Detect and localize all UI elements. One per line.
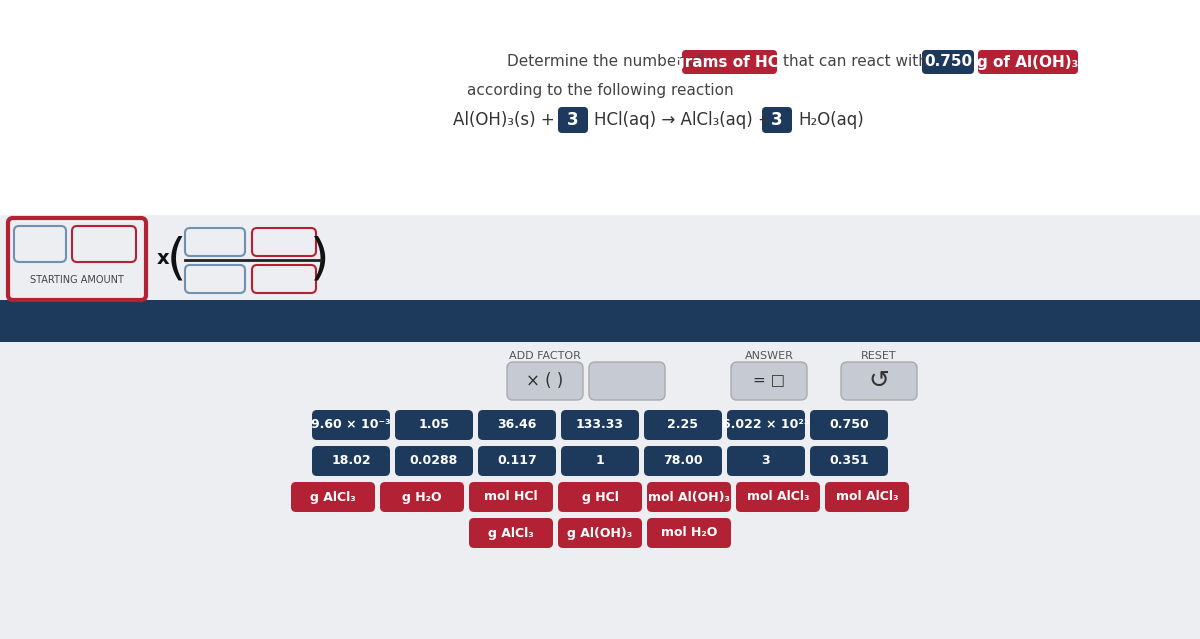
Text: 0.0288: 0.0288	[410, 454, 458, 468]
Text: x: x	[157, 249, 169, 268]
Text: (: (	[167, 236, 186, 284]
Text: 6.022 × 10²³: 6.022 × 10²³	[722, 419, 810, 431]
FancyBboxPatch shape	[978, 50, 1078, 74]
FancyBboxPatch shape	[469, 518, 553, 548]
FancyBboxPatch shape	[682, 50, 778, 74]
Text: 36.46: 36.46	[497, 419, 536, 431]
Text: Al(OH)₃(s) +: Al(OH)₃(s) +	[454, 111, 554, 129]
FancyBboxPatch shape	[0, 342, 1200, 639]
Text: 133.33: 133.33	[576, 419, 624, 431]
FancyBboxPatch shape	[558, 107, 588, 133]
Text: Determine the number of: Determine the number of	[508, 54, 702, 70]
FancyBboxPatch shape	[558, 482, 642, 512]
FancyBboxPatch shape	[644, 446, 722, 476]
Text: mol HCl: mol HCl	[484, 491, 538, 504]
FancyBboxPatch shape	[0, 0, 1200, 215]
Text: 0.117: 0.117	[497, 454, 536, 468]
FancyBboxPatch shape	[727, 410, 805, 440]
Text: that can react with: that can react with	[784, 54, 928, 70]
FancyBboxPatch shape	[469, 482, 553, 512]
Text: 2.25: 2.25	[667, 419, 698, 431]
Text: RESET: RESET	[862, 351, 896, 361]
FancyBboxPatch shape	[252, 228, 316, 256]
FancyBboxPatch shape	[312, 446, 390, 476]
Text: mol AlCl₃: mol AlCl₃	[835, 491, 899, 504]
Text: g AlCl₃: g AlCl₃	[310, 491, 356, 504]
FancyBboxPatch shape	[589, 362, 665, 400]
Text: 1.05: 1.05	[419, 419, 450, 431]
FancyBboxPatch shape	[312, 410, 390, 440]
Text: ): )	[311, 236, 330, 284]
Text: HCl(aq) → AlCl₃(aq) +: HCl(aq) → AlCl₃(aq) +	[594, 111, 772, 129]
Text: 3: 3	[772, 111, 782, 129]
FancyBboxPatch shape	[762, 107, 792, 133]
Text: H₂O(aq): H₂O(aq)	[798, 111, 864, 129]
FancyBboxPatch shape	[647, 518, 731, 548]
FancyBboxPatch shape	[562, 446, 640, 476]
Text: 1: 1	[595, 454, 605, 468]
Text: 0.750: 0.750	[829, 419, 869, 431]
Text: g H₂O: g H₂O	[402, 491, 442, 504]
Text: mol Al(OH)₃: mol Al(OH)₃	[648, 491, 730, 504]
Text: 0.351: 0.351	[829, 454, 869, 468]
FancyBboxPatch shape	[0, 300, 1200, 342]
FancyBboxPatch shape	[826, 482, 910, 512]
Text: 9.60 × 10⁻³: 9.60 × 10⁻³	[311, 419, 391, 431]
FancyBboxPatch shape	[478, 410, 556, 440]
Text: g of Al(OH)₃: g of Al(OH)₃	[977, 54, 1079, 70]
FancyBboxPatch shape	[841, 362, 917, 400]
FancyBboxPatch shape	[395, 410, 473, 440]
FancyBboxPatch shape	[395, 446, 473, 476]
FancyBboxPatch shape	[72, 226, 136, 262]
FancyBboxPatch shape	[562, 410, 640, 440]
Text: according to the following reaction: according to the following reaction	[467, 82, 733, 98]
Text: 3: 3	[568, 111, 578, 129]
Text: g AlCl₃: g AlCl₃	[488, 527, 534, 539]
Text: ADD FACTOR: ADD FACTOR	[509, 351, 581, 361]
Text: grams of HCl: grams of HCl	[674, 54, 785, 70]
FancyBboxPatch shape	[0, 215, 1200, 305]
FancyBboxPatch shape	[380, 482, 464, 512]
FancyBboxPatch shape	[731, 362, 808, 400]
Text: 3: 3	[762, 454, 770, 468]
FancyBboxPatch shape	[558, 518, 642, 548]
FancyBboxPatch shape	[185, 265, 245, 293]
FancyBboxPatch shape	[14, 226, 66, 262]
Text: 18.02: 18.02	[331, 454, 371, 468]
Text: 0.750: 0.750	[924, 54, 972, 70]
Text: × ( ): × ( )	[527, 372, 564, 390]
FancyBboxPatch shape	[647, 482, 731, 512]
FancyBboxPatch shape	[292, 482, 374, 512]
FancyBboxPatch shape	[736, 482, 820, 512]
FancyBboxPatch shape	[8, 218, 146, 300]
FancyBboxPatch shape	[478, 446, 556, 476]
Text: ANSWER: ANSWER	[744, 351, 793, 361]
FancyBboxPatch shape	[252, 265, 316, 293]
FancyBboxPatch shape	[810, 410, 888, 440]
FancyBboxPatch shape	[185, 228, 245, 256]
Text: g Al(OH)₃: g Al(OH)₃	[568, 527, 632, 539]
FancyBboxPatch shape	[644, 410, 722, 440]
Text: g HCl: g HCl	[582, 491, 618, 504]
Text: STARTING AMOUNT: STARTING AMOUNT	[30, 275, 124, 285]
Text: mol AlCl₃: mol AlCl₃	[746, 491, 809, 504]
FancyBboxPatch shape	[810, 446, 888, 476]
FancyBboxPatch shape	[922, 50, 974, 74]
Text: = □: = □	[754, 374, 785, 389]
Text: mol H₂O: mol H₂O	[661, 527, 718, 539]
FancyBboxPatch shape	[508, 362, 583, 400]
Text: 78.00: 78.00	[664, 454, 703, 468]
FancyBboxPatch shape	[727, 446, 805, 476]
Text: ↺: ↺	[869, 369, 889, 393]
